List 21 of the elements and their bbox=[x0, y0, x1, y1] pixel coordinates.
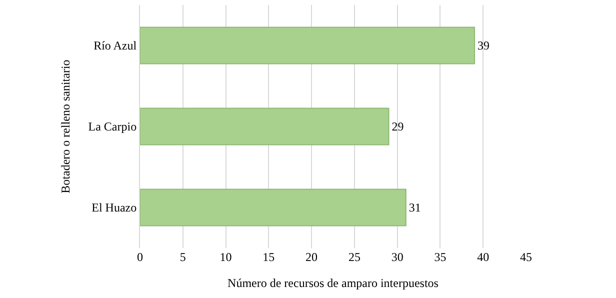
x-tick-label: 30 bbox=[391, 250, 404, 264]
x-tick-label: 10 bbox=[220, 250, 232, 264]
y-axis-title: Botadero o relleno sanitario bbox=[58, 60, 73, 194]
data-label: 31 bbox=[408, 200, 421, 215]
bar bbox=[140, 188, 406, 226]
y-tick-label: Río Azul bbox=[94, 38, 138, 53]
x-tick-label: 20 bbox=[306, 250, 318, 264]
y-tick-label: La Carpio bbox=[88, 120, 137, 134]
x-tick-label: 25 bbox=[348, 250, 360, 264]
y-tick-label: El Huazo bbox=[92, 200, 137, 215]
x-tick-label: 5 bbox=[180, 250, 186, 264]
x-tick-label: 0 bbox=[137, 250, 143, 264]
data-label: 39 bbox=[478, 38, 490, 53]
x-axis-title: Número de recursos de amparo interpuestos bbox=[228, 276, 439, 290]
x-tick-label: 40 bbox=[477, 250, 490, 264]
x-tick-label: 45 bbox=[520, 250, 532, 264]
x-tick-label: 15 bbox=[262, 250, 275, 264]
bar bbox=[140, 108, 390, 146]
data-label: 29 bbox=[392, 120, 404, 134]
x-tick-label: 35 bbox=[434, 250, 446, 264]
bar bbox=[140, 26, 476, 64]
